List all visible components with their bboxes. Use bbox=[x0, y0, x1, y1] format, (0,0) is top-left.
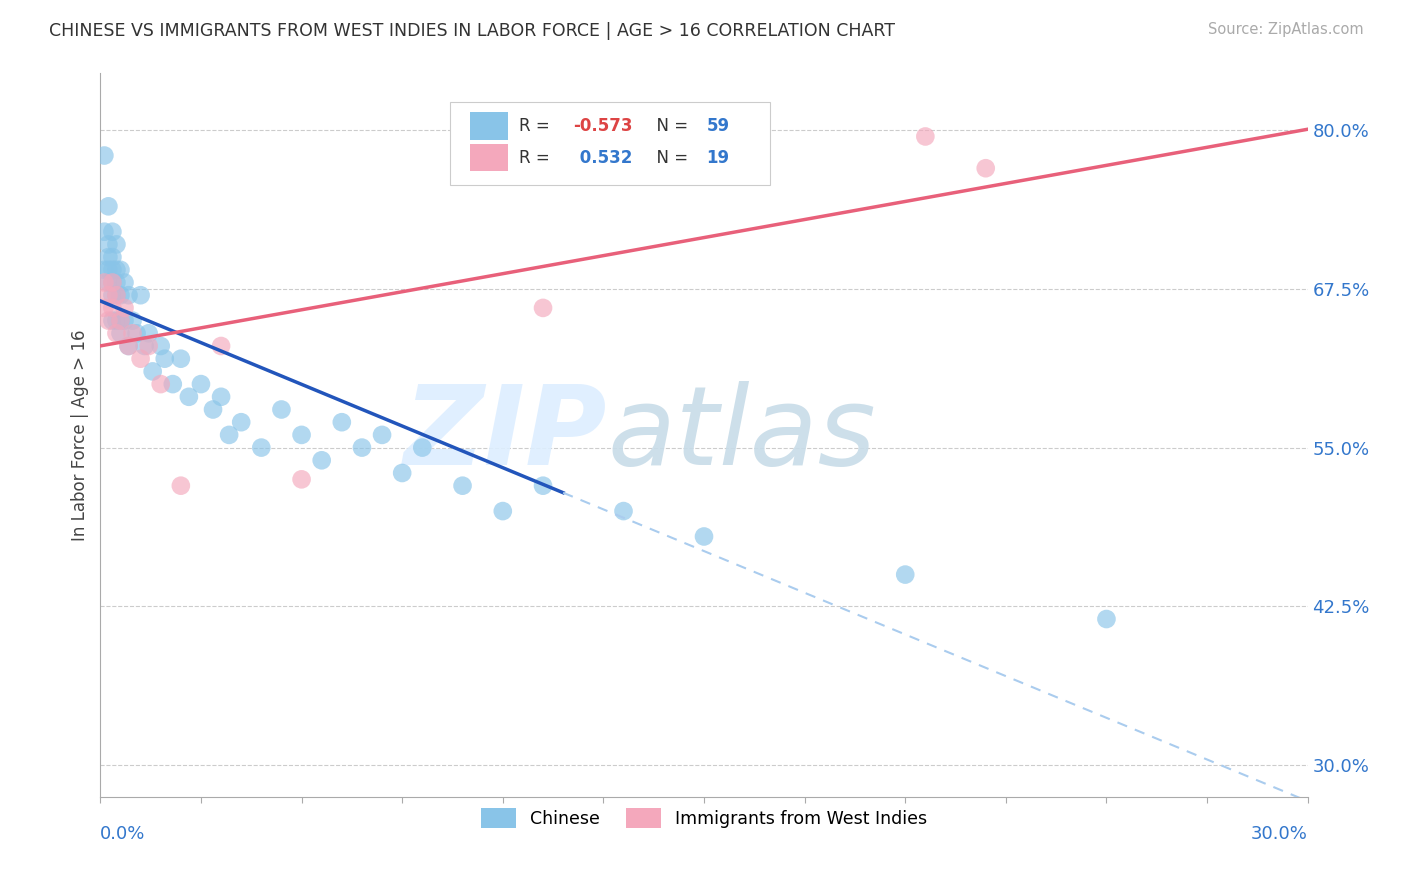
Point bbox=[93, 262, 115, 277]
Point bbox=[451, 478, 474, 492]
Point bbox=[531, 301, 554, 315]
Point bbox=[138, 326, 160, 341]
Point bbox=[531, 478, 554, 492]
Point bbox=[134, 339, 156, 353]
Point bbox=[974, 161, 997, 176]
Point bbox=[121, 313, 143, 327]
Point bbox=[114, 276, 136, 290]
Text: ZIP: ZIP bbox=[404, 382, 607, 489]
Point bbox=[218, 428, 240, 442]
Point bbox=[97, 288, 120, 302]
Point bbox=[105, 262, 128, 277]
Text: CHINESE VS IMMIGRANTS FROM WEST INDIES IN LABOR FORCE | AGE > 16 CORRELATION CHA: CHINESE VS IMMIGRANTS FROM WEST INDIES I… bbox=[49, 22, 896, 40]
Point bbox=[110, 288, 132, 302]
Text: N =: N = bbox=[647, 117, 693, 135]
Point bbox=[93, 301, 115, 315]
Point bbox=[202, 402, 225, 417]
Point bbox=[97, 276, 120, 290]
Point bbox=[101, 276, 124, 290]
Point bbox=[114, 301, 136, 315]
Text: 59: 59 bbox=[706, 117, 730, 135]
Text: N =: N = bbox=[647, 149, 693, 167]
Point bbox=[97, 237, 120, 252]
Text: 0.0%: 0.0% bbox=[100, 825, 146, 843]
Y-axis label: In Labor Force | Age > 16: In Labor Force | Age > 16 bbox=[72, 329, 89, 541]
Point bbox=[105, 313, 128, 327]
Point bbox=[105, 326, 128, 341]
Point bbox=[105, 237, 128, 252]
Point bbox=[894, 567, 917, 582]
Text: R =: R = bbox=[519, 149, 555, 167]
Point bbox=[129, 288, 152, 302]
FancyBboxPatch shape bbox=[470, 144, 509, 171]
Point bbox=[290, 428, 312, 442]
Point bbox=[142, 364, 165, 378]
Text: atlas: atlas bbox=[607, 382, 876, 489]
Point bbox=[350, 441, 373, 455]
Point bbox=[290, 472, 312, 486]
Point bbox=[170, 478, 193, 492]
Point bbox=[1095, 612, 1118, 626]
Point bbox=[371, 428, 394, 442]
Point bbox=[231, 415, 253, 429]
Text: 0.532: 0.532 bbox=[574, 149, 631, 167]
Point bbox=[209, 390, 232, 404]
Text: 19: 19 bbox=[706, 149, 730, 167]
Point bbox=[117, 339, 139, 353]
Point bbox=[190, 377, 212, 392]
Point bbox=[97, 199, 120, 213]
Point bbox=[492, 504, 515, 518]
Point bbox=[209, 339, 232, 353]
Point bbox=[105, 288, 128, 302]
Point bbox=[97, 250, 120, 264]
Point bbox=[110, 326, 132, 341]
Point bbox=[93, 148, 115, 162]
Point bbox=[411, 441, 433, 455]
Point bbox=[125, 326, 148, 341]
Point bbox=[93, 276, 115, 290]
Point bbox=[101, 313, 124, 327]
Point bbox=[110, 313, 132, 327]
Point bbox=[114, 313, 136, 327]
Text: Source: ZipAtlas.com: Source: ZipAtlas.com bbox=[1208, 22, 1364, 37]
Point bbox=[97, 262, 120, 277]
Point bbox=[162, 377, 184, 392]
Point bbox=[101, 262, 124, 277]
Point bbox=[117, 288, 139, 302]
Point bbox=[101, 225, 124, 239]
Point bbox=[693, 529, 716, 543]
Text: R =: R = bbox=[519, 117, 555, 135]
Point bbox=[101, 288, 124, 302]
Point bbox=[110, 313, 132, 327]
Point bbox=[914, 129, 936, 144]
Point bbox=[97, 313, 120, 327]
Point bbox=[149, 339, 172, 353]
Point bbox=[177, 390, 200, 404]
Point bbox=[612, 504, 634, 518]
Point bbox=[250, 441, 273, 455]
Text: 30.0%: 30.0% bbox=[1251, 825, 1308, 843]
Text: -0.573: -0.573 bbox=[574, 117, 633, 135]
Point bbox=[105, 288, 128, 302]
Point bbox=[153, 351, 176, 366]
FancyBboxPatch shape bbox=[450, 102, 770, 186]
Point bbox=[149, 377, 172, 392]
FancyBboxPatch shape bbox=[470, 112, 509, 139]
Point bbox=[391, 466, 413, 480]
Point bbox=[129, 351, 152, 366]
Point bbox=[121, 326, 143, 341]
Point bbox=[311, 453, 333, 467]
Legend: Chinese, Immigrants from West Indies: Chinese, Immigrants from West Indies bbox=[474, 801, 934, 835]
Point bbox=[101, 276, 124, 290]
Point bbox=[170, 351, 193, 366]
Point bbox=[110, 262, 132, 277]
Point bbox=[330, 415, 353, 429]
Point bbox=[101, 250, 124, 264]
Point bbox=[138, 339, 160, 353]
Point bbox=[93, 225, 115, 239]
Point bbox=[270, 402, 292, 417]
Point bbox=[117, 339, 139, 353]
Point bbox=[105, 276, 128, 290]
Point bbox=[101, 301, 124, 315]
